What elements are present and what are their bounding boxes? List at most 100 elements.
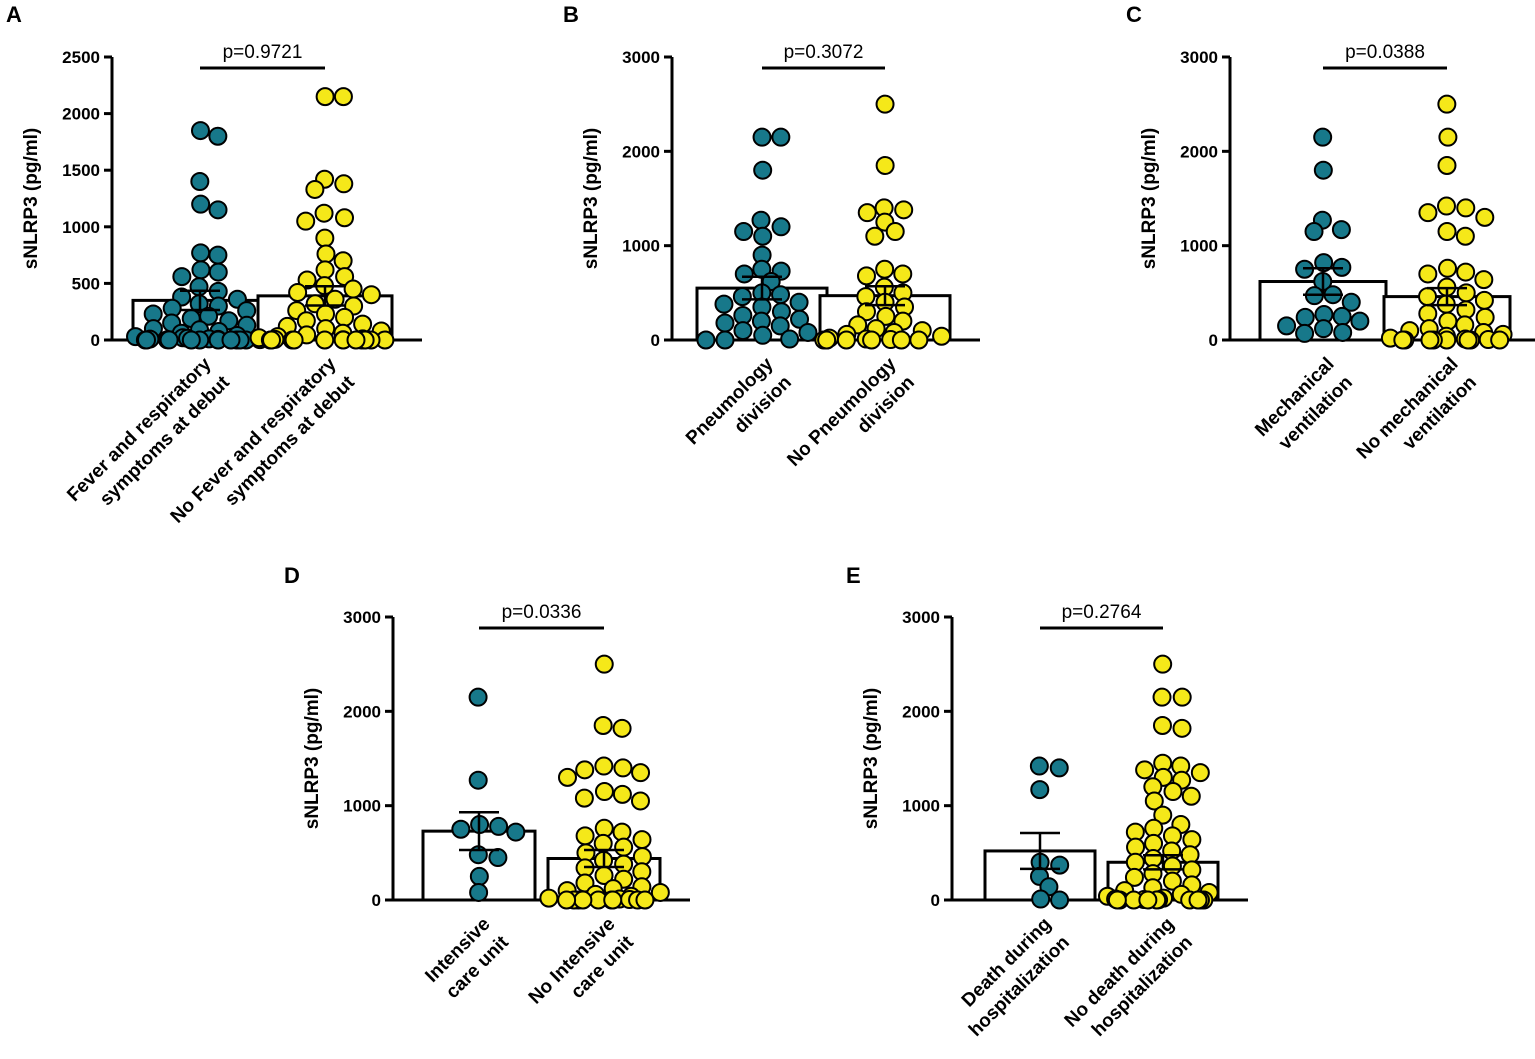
data-point-group1 bbox=[732, 287, 752, 307]
data-point-group2 bbox=[857, 203, 877, 223]
data-point-group1 bbox=[190, 121, 210, 141]
data-point-group2 bbox=[1107, 890, 1127, 910]
data-point-group1 bbox=[208, 126, 228, 146]
data-point-group2 bbox=[1172, 687, 1192, 707]
data-point-group2 bbox=[613, 758, 633, 778]
data-point-group1 bbox=[208, 245, 228, 265]
data-point-group1 bbox=[1031, 889, 1051, 909]
data-point-group1 bbox=[770, 316, 790, 336]
data-point-group2 bbox=[262, 330, 282, 350]
data-point-group2 bbox=[284, 330, 304, 350]
data-point-group2 bbox=[296, 211, 316, 231]
data-point-group1 bbox=[451, 819, 471, 839]
data-point-group1 bbox=[1295, 307, 1315, 327]
data-point-group2 bbox=[1135, 760, 1155, 780]
data-point-group2 bbox=[1163, 782, 1183, 802]
category-label-line: Fever and respiratory bbox=[63, 353, 216, 506]
data-point-group1 bbox=[753, 226, 773, 246]
data-point-group1 bbox=[752, 127, 772, 147]
data-point-group1 bbox=[191, 194, 211, 214]
data-point-group2 bbox=[315, 228, 335, 248]
data-point-group2 bbox=[1144, 791, 1164, 811]
y-tick-label: 2500 bbox=[62, 48, 100, 67]
y-tick-label: 2000 bbox=[62, 105, 100, 124]
category-label: Mechanicalventilation bbox=[1251, 354, 1357, 460]
data-point-group1 bbox=[191, 243, 211, 263]
data-point-group2 bbox=[1152, 687, 1172, 707]
data-point-group2 bbox=[315, 87, 335, 107]
data-point-group2 bbox=[891, 330, 911, 350]
data-point-group1 bbox=[468, 770, 488, 790]
data-point-group2 bbox=[1153, 805, 1173, 825]
data-point-group1 bbox=[1313, 127, 1333, 147]
data-point-group2 bbox=[1420, 330, 1440, 350]
data-point-group2 bbox=[305, 179, 325, 199]
data-point-group2 bbox=[1152, 715, 1172, 735]
data-point-group2 bbox=[594, 756, 614, 776]
panel-letter: D bbox=[284, 563, 300, 588]
data-point-group1 bbox=[159, 330, 179, 350]
data-point-group2 bbox=[1181, 786, 1201, 806]
y-tick-label: 1500 bbox=[62, 161, 100, 180]
data-point-group1 bbox=[1295, 323, 1315, 343]
data-point-group2 bbox=[876, 306, 896, 326]
data-point-group1 bbox=[1313, 160, 1333, 180]
data-point-group1 bbox=[715, 313, 735, 333]
y-tick-label: 1000 bbox=[622, 237, 660, 256]
data-point-group1 bbox=[1350, 311, 1370, 331]
data-point-group2 bbox=[575, 760, 595, 780]
category-label: No death duringhospitalization bbox=[1061, 914, 1197, 1050]
data-point-group2 bbox=[361, 285, 381, 305]
data-point-group2 bbox=[1437, 222, 1457, 242]
data-point-group2 bbox=[557, 890, 577, 910]
y-axis-label: sNLRP3 (pg/ml) bbox=[861, 688, 882, 829]
data-point-group1 bbox=[181, 330, 201, 350]
data-point-group1 bbox=[771, 217, 791, 237]
data-point-group2 bbox=[1190, 763, 1210, 783]
p-value-label: p=0.9721 bbox=[223, 42, 303, 63]
data-point-group1 bbox=[208, 262, 228, 282]
data-point-group2 bbox=[865, 226, 885, 246]
y-tick-label: 1000 bbox=[62, 218, 100, 237]
data-point-group2 bbox=[614, 837, 634, 857]
data-point-group2 bbox=[894, 200, 914, 220]
data-point-group2 bbox=[333, 251, 353, 271]
data-point-group2 bbox=[315, 330, 335, 350]
data-point-group1 bbox=[715, 330, 735, 350]
panel-letter: A bbox=[6, 2, 22, 27]
data-point-group2 bbox=[1455, 226, 1475, 246]
data-point-group1 bbox=[753, 325, 773, 345]
data-point-group1 bbox=[1304, 222, 1324, 242]
data-point-group2 bbox=[297, 270, 317, 290]
data-point-group2 bbox=[334, 174, 354, 194]
data-point-group2 bbox=[1436, 196, 1456, 216]
data-point-group1 bbox=[780, 329, 800, 349]
data-point-group1 bbox=[468, 687, 488, 707]
y-tick-label: 3000 bbox=[343, 608, 381, 627]
p-value-label: p=0.2764 bbox=[1062, 602, 1142, 623]
p-value-label: p=0.3072 bbox=[784, 42, 864, 63]
data-point-group2 bbox=[1138, 890, 1158, 910]
category-label: No Pneumologydivision bbox=[783, 353, 919, 489]
data-point-group2 bbox=[630, 791, 650, 811]
data-point-group2 bbox=[1418, 287, 1438, 307]
data-point-group2 bbox=[1124, 867, 1144, 887]
data-point-group1 bbox=[488, 848, 508, 868]
data-point-group1 bbox=[1341, 292, 1361, 312]
data-point-group1 bbox=[714, 294, 734, 314]
y-tick-label: 1000 bbox=[1180, 237, 1218, 256]
data-point-group1 bbox=[734, 264, 754, 284]
data-point-group1 bbox=[751, 210, 771, 230]
data-point-group2 bbox=[1188, 890, 1208, 910]
data-point-group2 bbox=[315, 260, 335, 280]
data-point-group1 bbox=[489, 816, 509, 836]
data-point-group2 bbox=[1438, 127, 1458, 147]
p-value-label: p=0.0388 bbox=[1345, 42, 1425, 63]
data-point-group1 bbox=[771, 127, 791, 147]
data-point-group2 bbox=[635, 890, 655, 910]
data-point-group1 bbox=[469, 866, 489, 886]
y-tick-label: 3000 bbox=[902, 608, 940, 627]
